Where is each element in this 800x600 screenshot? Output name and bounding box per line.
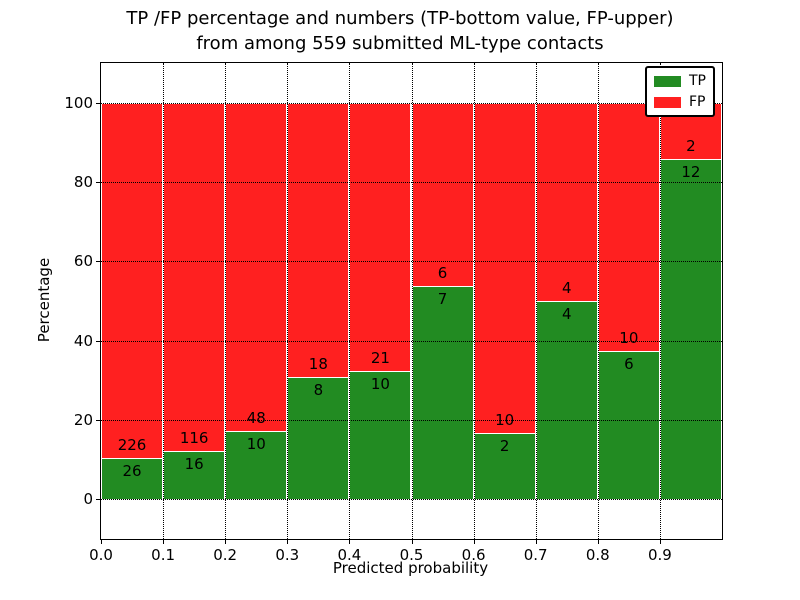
legend-row-tp: TP [654, 74, 706, 88]
gridline-vertical [163, 63, 165, 539]
fp-count-label: 116 [179, 429, 209, 448]
x-tick-label: 0.2 [213, 546, 238, 564]
gridline-vertical [535, 63, 537, 539]
tp-bar-segment [349, 371, 412, 500]
tp-count-label: 16 [184, 455, 204, 474]
y-tick [96, 102, 101, 104]
tp-bar-segment [225, 430, 288, 500]
gridline-vertical [225, 63, 227, 539]
fp-bar-segment [287, 102, 350, 378]
y-tick [96, 182, 101, 183]
legend: TP FP [645, 66, 715, 117]
y-tick-label: 60 [73, 252, 93, 271]
x-tick [225, 539, 227, 544]
tp-bar-segment [535, 301, 598, 500]
tp-bar-segment [659, 159, 722, 500]
x-tick [411, 539, 413, 544]
x-tick [659, 539, 661, 544]
fp-bar-segment [597, 102, 660, 351]
gridline-vertical [411, 63, 413, 539]
legend-label-tp: TP [689, 73, 706, 89]
y-tick-label: 100 [64, 93, 93, 112]
gridline-vertical [287, 63, 289, 539]
x-tick [163, 539, 165, 544]
x-tick-label: 0.4 [337, 546, 362, 564]
fp-bar-segment [535, 102, 598, 301]
tp-count-label: 2 [499, 437, 510, 456]
fp-count-label: 226 [117, 436, 147, 455]
y-tick-label: 80 [73, 173, 93, 191]
tp-count-label: 10 [246, 434, 266, 453]
legend-row-fp: FP [654, 95, 706, 109]
fp-bar-segment [473, 102, 536, 434]
tp-count-label: 10 [370, 375, 390, 394]
x-tick [287, 539, 289, 544]
x-tick [535, 539, 537, 544]
y-tick [96, 499, 101, 501]
tp-count-label: 7 [437, 289, 448, 308]
legend-swatch-fp [654, 96, 681, 108]
tp-bar-segment [411, 285, 474, 500]
tp-bar-segment [163, 451, 226, 500]
y-tick-label: 0 [83, 490, 93, 509]
tp-count-label: 6 [624, 354, 634, 373]
gridline-vertical [597, 63, 599, 539]
x-tick-label: 0.6 [461, 546, 486, 564]
x-tick [597, 539, 599, 544]
x-tick [473, 539, 475, 544]
fp-bar-segment [411, 102, 474, 286]
fp-count-label: 10 [495, 411, 515, 430]
fp-count-label: 6 [437, 263, 448, 282]
tp-count-label: 8 [313, 381, 324, 400]
gridline-vertical [659, 63, 661, 539]
x-tick-label: 0.3 [275, 546, 300, 564]
x-tick-label: 0.0 [89, 546, 113, 564]
x-tick-label: 0.8 [585, 546, 610, 564]
fp-count-label: 4 [561, 279, 572, 297]
x-tick [101, 539, 102, 544]
x-tick-label: 0.7 [523, 546, 548, 564]
fp-bar-segment [225, 102, 288, 431]
tp-bar-segment [101, 458, 164, 500]
fp-count-label: 48 [246, 408, 266, 427]
x-tick [349, 539, 351, 544]
tp-count-label: 4 [561, 305, 572, 323]
gridline-vertical [473, 63, 475, 539]
fp-count-label: 10 [619, 328, 639, 347]
fp-count-label: 21 [370, 349, 390, 368]
fp-bar-segment [101, 102, 164, 459]
fp-bar-segment [349, 102, 412, 372]
x-tick-label: 0.1 [151, 546, 176, 564]
tp-bar-segment [597, 350, 660, 500]
y-tick [96, 420, 101, 421]
legend-swatch-tp [654, 75, 681, 87]
chart-title-line1: TP /FP percentage and numbers (TP-bottom… [126, 8, 674, 29]
y-tick [96, 261, 101, 263]
tp-count-label: 12 [681, 163, 701, 182]
plot-area: 226 26 116 16 48 10 18 8 21 10 6 7 10 2 4 4 10 6 2 12 0 20 40 6… [64, 62, 723, 564]
x-tick-label: 0.5 [399, 546, 424, 564]
x-tick-label: 0.9 [647, 546, 672, 564]
y-tick-label: 20 [73, 411, 93, 429]
y-tick-label: 40 [73, 331, 93, 350]
x-axis-label: Predicted probability [332, 559, 489, 577]
tp-count-label: 26 [122, 462, 142, 481]
fp-bar-segment [163, 102, 226, 452]
fp-count-label: 2 [686, 137, 696, 156]
legend-label-fp: FP [689, 94, 706, 110]
chart-title: TP /FP percentage and numbers (TP-bottom… [0, 6, 800, 56]
gridline-vertical [349, 63, 351, 539]
fp-count-label: 18 [308, 355, 328, 374]
y-tick [96, 340, 101, 342]
tp-bar-segment [473, 433, 536, 500]
chart-title-line2: from among 559 submitted ML-type contact… [196, 33, 604, 54]
tp-bar-segment [287, 377, 350, 500]
